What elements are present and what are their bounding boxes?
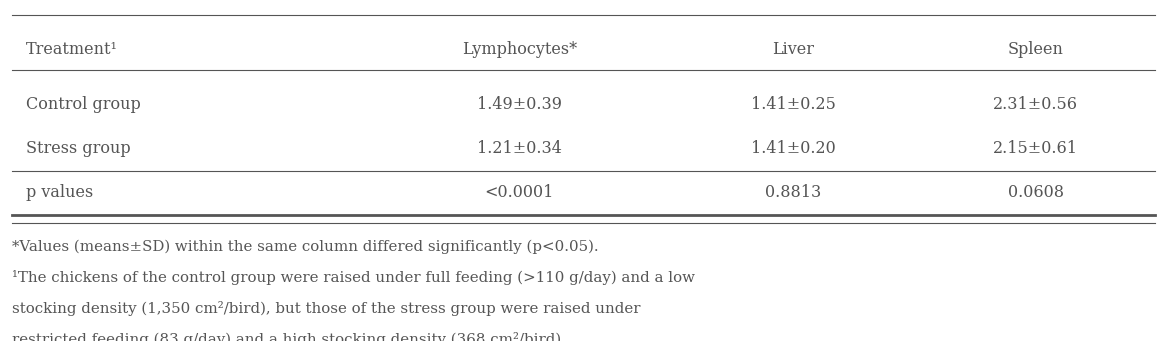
Text: 1.21±0.34: 1.21±0.34 [477,140,561,157]
Text: Control group: Control group [26,95,140,113]
Text: Stress group: Stress group [26,140,131,157]
Text: ¹The chickens of the control group were raised under full feeding (>110 g/day) a: ¹The chickens of the control group were … [12,270,694,285]
Text: 1.49±0.39: 1.49±0.39 [477,95,561,113]
Text: stocking density (1,350 cm²/bird), but those of the stress group were raised und: stocking density (1,350 cm²/bird), but t… [12,301,641,316]
Text: Spleen: Spleen [1008,41,1063,58]
Text: *Values (means±SD) within the same column differed significantly (p<0.05).: *Values (means±SD) within the same colum… [12,240,599,254]
Text: 2.31±0.56: 2.31±0.56 [993,95,1078,113]
Text: 1.41±0.20: 1.41±0.20 [752,140,836,157]
Text: 0.8813: 0.8813 [766,184,822,201]
Text: Treatment¹: Treatment¹ [26,41,118,58]
Text: 1.41±0.25: 1.41±0.25 [752,95,836,113]
Text: 2.15±0.61: 2.15±0.61 [993,140,1078,157]
Text: Liver: Liver [773,41,815,58]
Text: restricted feeding (83 g/day) and a high stocking density (368 cm²/bird).: restricted feeding (83 g/day) and a high… [12,332,566,341]
Text: 0.0608: 0.0608 [1008,184,1063,201]
Text: p values: p values [26,184,93,201]
Text: Lymphocytes*: Lymphocytes* [462,41,576,58]
Text: <0.0001: <0.0001 [484,184,554,201]
